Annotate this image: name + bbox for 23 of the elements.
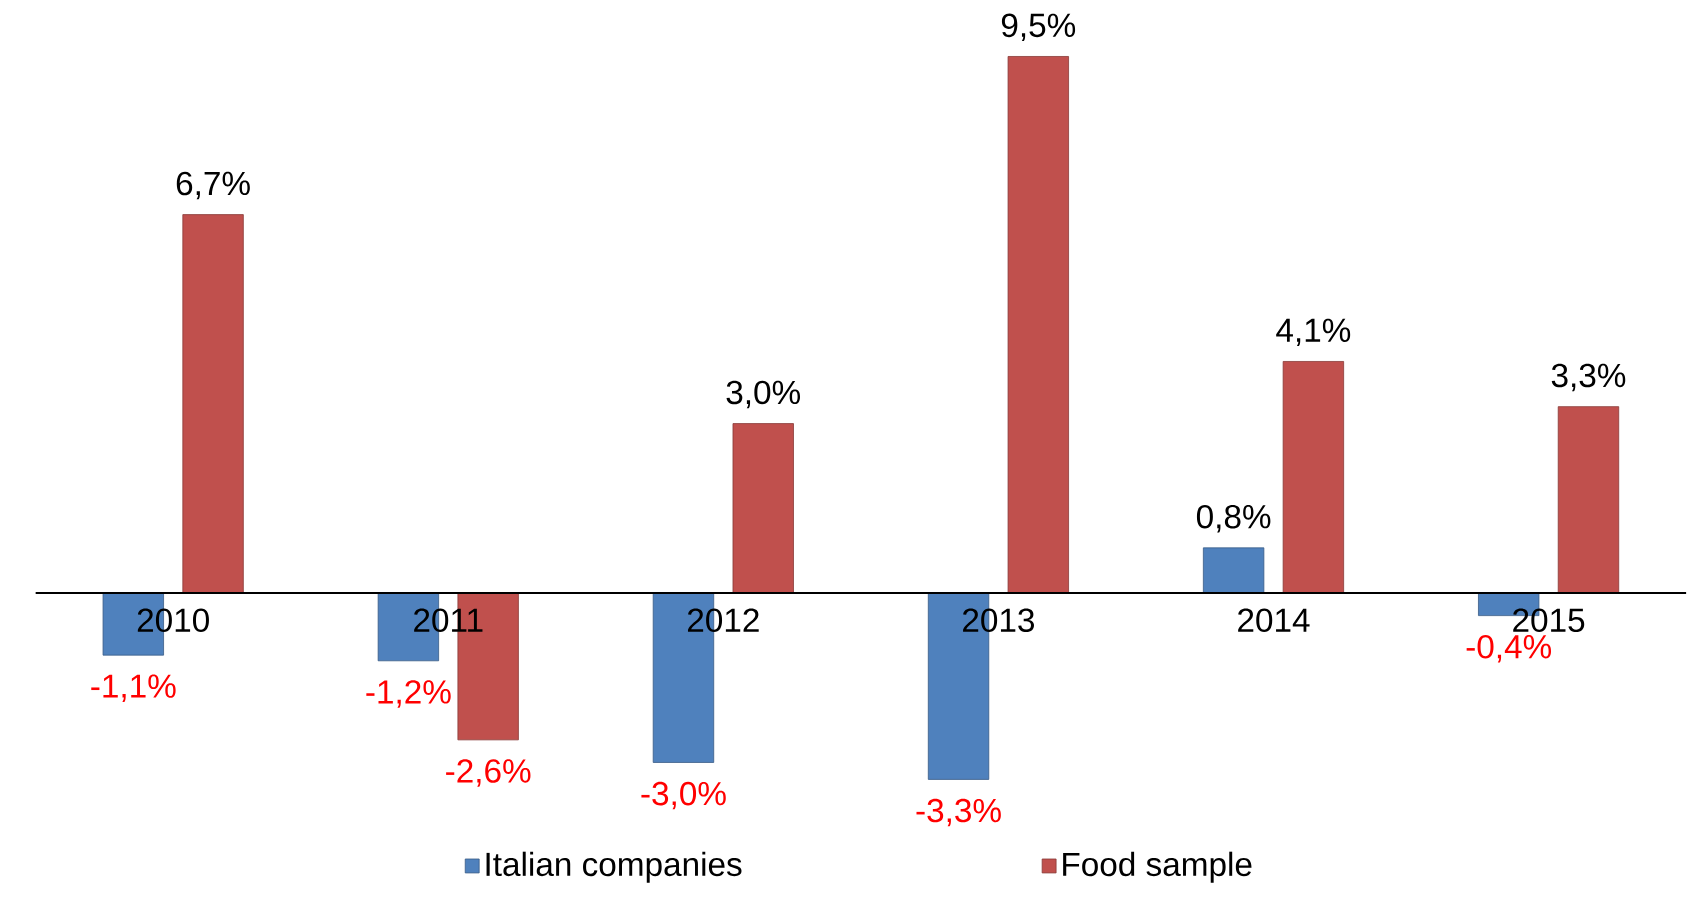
bar	[182, 214, 244, 594]
bar	[1282, 361, 1345, 594]
data-label: -0,4%	[1466, 634, 1552, 663]
data-label: 3,0%	[726, 380, 801, 409]
data-label: 4,1%	[1276, 318, 1351, 347]
bar	[1202, 547, 1265, 594]
legend-label: Food sample	[1063, 851, 1252, 883]
bar	[1007, 56, 1069, 594]
data-label: 6,7%	[176, 171, 250, 200]
bar	[732, 423, 794, 594]
data-label: 3,3%	[1551, 363, 1626, 392]
data-label: -3,3%	[916, 798, 1001, 827]
x-tick-label: 2015	[1513, 608, 1585, 633]
data-label: -3,0%	[641, 781, 726, 810]
data-label: -1,2%	[366, 680, 451, 708]
bar	[1557, 406, 1620, 594]
data-label: 0,8%	[1196, 504, 1271, 533]
data-label: 9,5%	[1001, 13, 1076, 42]
x-tick-label: 2011	[414, 608, 483, 633]
x-tick-label: 2014	[1238, 608, 1310, 633]
data-label: -1,1%	[91, 674, 176, 702]
legend-label: Italian companies	[486, 851, 742, 883]
data-label: -2,6%	[446, 759, 531, 787]
